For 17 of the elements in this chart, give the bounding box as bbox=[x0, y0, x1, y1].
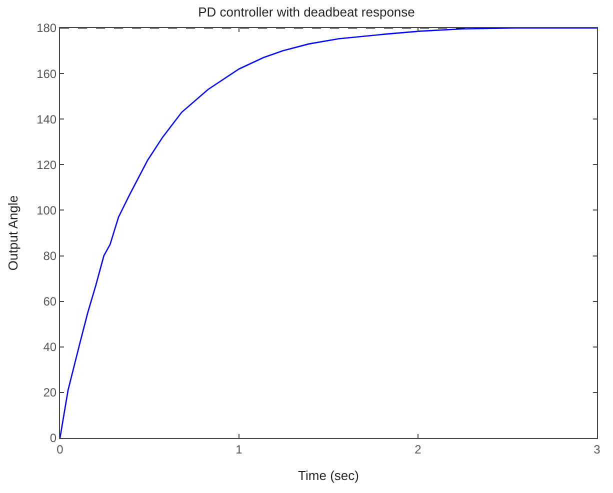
y-tick-label: 160 bbox=[36, 66, 57, 81]
y-tick-label: 0 bbox=[50, 431, 57, 446]
y-tick-label: 120 bbox=[36, 158, 57, 172]
y-tick-label: 60 bbox=[43, 294, 57, 309]
x-tick-label: 1 bbox=[236, 442, 243, 456]
chart-title: PD controller with deadbeat response bbox=[198, 4, 415, 20]
y-tick-label: 140 bbox=[36, 112, 57, 126]
y-tick-label: 180 bbox=[36, 21, 57, 36]
x-tick-label: 3 bbox=[594, 442, 601, 456]
y-tick-label: 20 bbox=[43, 386, 57, 400]
y-axis-title: Output Angle bbox=[6, 195, 21, 271]
y-tick-label: 40 bbox=[43, 340, 57, 354]
x-tick-label: 2 bbox=[414, 442, 422, 456]
y-tick-label: 100 bbox=[36, 203, 57, 218]
y-tick-label: 80 bbox=[43, 248, 57, 263]
x-axis-title: Time (sec) bbox=[298, 468, 359, 483]
line-series bbox=[60, 28, 597, 438]
